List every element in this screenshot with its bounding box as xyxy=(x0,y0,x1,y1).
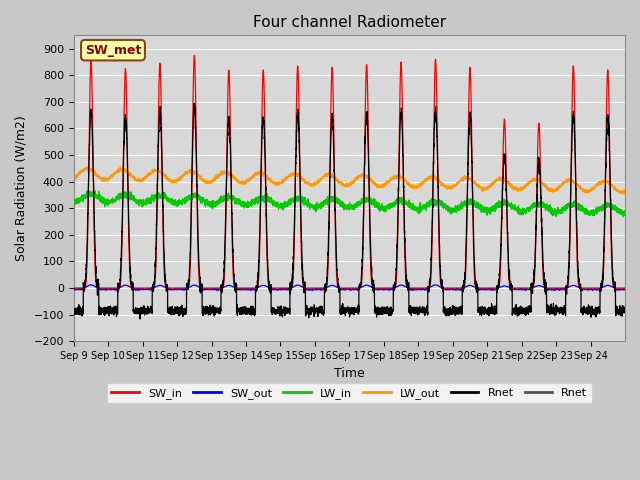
Y-axis label: Solar Radiation (W/m2): Solar Radiation (W/m2) xyxy=(15,115,28,261)
Legend: SW_in, SW_out, LW_in, LW_out, Rnet, Rnet: SW_in, SW_out, LW_in, LW_out, Rnet, Rnet xyxy=(107,383,592,403)
Title: Four channel Radiometer: Four channel Radiometer xyxy=(253,15,446,30)
Text: SW_met: SW_met xyxy=(85,44,141,57)
X-axis label: Time: Time xyxy=(334,367,365,380)
